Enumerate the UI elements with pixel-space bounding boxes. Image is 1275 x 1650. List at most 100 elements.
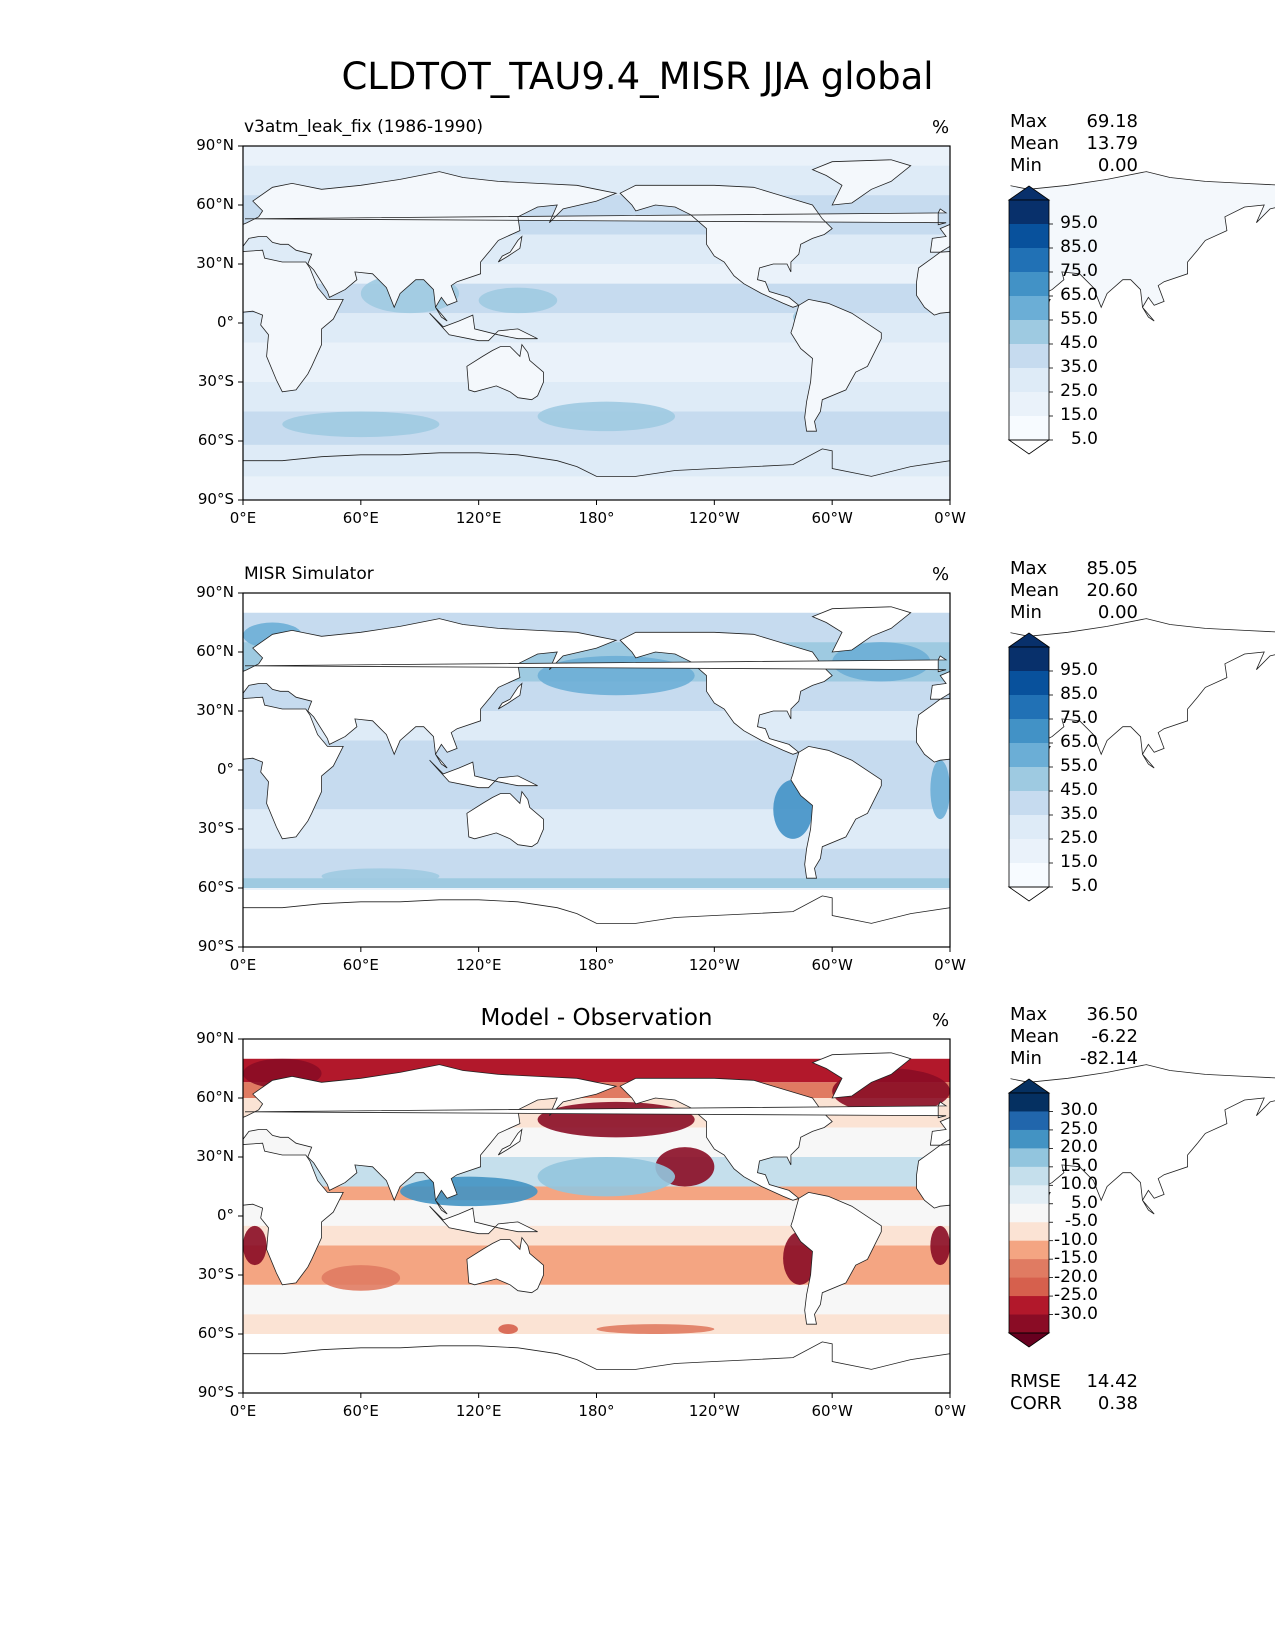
land-japan bbox=[497, 682, 523, 710]
land-field-northamerica bbox=[620, 185, 833, 308]
land-greenland bbox=[811, 159, 912, 206]
colorbar-segment bbox=[1009, 647, 1049, 672]
colorbar-segment bbox=[1009, 224, 1049, 249]
colorbar-label: 5.0 bbox=[1070, 429, 1098, 449]
field-band bbox=[243, 1314, 950, 1334]
stat-min: Min -82.14 bbox=[1010, 1048, 1138, 1070]
y-tick-label: 30°S bbox=[197, 372, 234, 390]
stat-mean-value: 13.79 bbox=[1086, 133, 1138, 154]
colorbar-label: 15.0 bbox=[1060, 852, 1098, 872]
y-tick-label: 30°S bbox=[197, 819, 234, 837]
colorbar-extend-bottom bbox=[1007, 1332, 1051, 1348]
colorbar-segment bbox=[1009, 1240, 1049, 1260]
units-label: % bbox=[932, 1010, 950, 1031]
map-mask-right bbox=[950, 1034, 1011, 1398]
y-tick-label: 0° bbox=[216, 760, 234, 778]
field-patch bbox=[243, 1225, 267, 1266]
x-tick-label: 0°E bbox=[229, 509, 257, 527]
metric-corr-value: 0.38 bbox=[1097, 1393, 1138, 1414]
colorbar-segment bbox=[1009, 1314, 1049, 1334]
metric-corr: CORR 0.38 bbox=[1010, 1393, 1138, 1415]
land-japan bbox=[497, 235, 523, 263]
units-label: % bbox=[932, 117, 950, 138]
land-antarctica bbox=[242, 448, 951, 501]
metric-rmse-label: RMSE bbox=[1010, 1371, 1061, 1392]
colorbar-label: 55.0 bbox=[1060, 309, 1098, 329]
colorbar-segment bbox=[1009, 839, 1049, 864]
colorbar-segment bbox=[1009, 1259, 1049, 1279]
panel-observation: 0°E 60°E 120°E 180° 120°W 60°W 0°W 90°N 60°N 30°N… bbox=[0, 547, 1275, 987]
colorbar-segment bbox=[1009, 248, 1049, 273]
y-tick-label: 60°S bbox=[197, 1324, 234, 1342]
land-uk bbox=[244, 1101, 948, 1119]
colorbar-label: 30.0 bbox=[1060, 1100, 1098, 1121]
field-patch bbox=[478, 287, 558, 314]
stat-mean-label: Mean bbox=[1010, 580, 1060, 601]
colorbar-segment bbox=[1009, 1166, 1049, 1186]
colorbar-label: 75.0 bbox=[1060, 708, 1098, 728]
colorbar-label: 15.0 bbox=[1060, 1155, 1098, 1176]
map-mask-right bbox=[950, 141, 1011, 505]
y-tick-label: 0° bbox=[216, 1206, 234, 1224]
colorbar-segment bbox=[1009, 719, 1049, 744]
colorbar-segment bbox=[1009, 767, 1049, 792]
colorbar-label: 65.0 bbox=[1060, 285, 1098, 305]
stat-max-value: 69.18 bbox=[1086, 111, 1138, 132]
no-data-north bbox=[243, 593, 950, 613]
land-southamerica bbox=[790, 298, 882, 432]
field-patch bbox=[930, 1225, 950, 1266]
x-tick-label: 0°E bbox=[229, 1402, 257, 1420]
colorbar-label: 45.0 bbox=[1060, 333, 1098, 353]
map-mask-left bbox=[183, 141, 243, 505]
colorbar-label: -30.0 bbox=[1054, 1303, 1098, 1324]
metric-rmse-value: 14.42 bbox=[1086, 1371, 1138, 1392]
x-tick-label: 0°E bbox=[229, 956, 257, 974]
no-data-north bbox=[243, 1039, 950, 1059]
panel-title: MISR Simulator bbox=[244, 564, 374, 584]
stat-mean-value: -6.22 bbox=[1091, 1026, 1138, 1047]
colorbar-label: 35.0 bbox=[1060, 804, 1098, 824]
colorbar-extend-bottom bbox=[1007, 886, 1051, 902]
colorbar-label: -15.0 bbox=[1054, 1248, 1098, 1269]
land-uk bbox=[244, 208, 948, 226]
x-tick-label: 60°E bbox=[342, 509, 379, 527]
colorbar-segment bbox=[1009, 368, 1049, 393]
land-field-southamerica bbox=[790, 299, 882, 432]
land-antarctica bbox=[242, 895, 951, 948]
map-mask-right bbox=[950, 588, 1011, 952]
land-southamerica bbox=[790, 1191, 882, 1325]
land-field-eurasia bbox=[223, 171, 617, 321]
stat-max-label: Max bbox=[1010, 1004, 1048, 1025]
x-tick-label: 0°W bbox=[934, 509, 966, 527]
stats-box: Max 85.05 Mean 20.60 Min 0.00 bbox=[1010, 558, 1138, 624]
y-tick-label: 60°N bbox=[196, 642, 234, 660]
colorbar-segment bbox=[1009, 320, 1049, 345]
colorbar-label: 75.0 bbox=[1060, 261, 1098, 281]
stat-max: Max 85.05 bbox=[1010, 558, 1138, 580]
colorbar-label: 25.0 bbox=[1060, 1118, 1098, 1139]
stat-min: Min 0.00 bbox=[1010, 155, 1138, 177]
stat-mean: Mean 13.79 bbox=[1010, 133, 1138, 155]
land-field-australia bbox=[466, 344, 544, 400]
y-tick-label: 90°S bbox=[197, 1383, 234, 1401]
field-patch bbox=[930, 760, 950, 820]
colorbar-segment bbox=[1009, 1203, 1049, 1223]
field-patch bbox=[282, 411, 440, 438]
colorbar-segment bbox=[1009, 344, 1049, 369]
colorbar-label: 10.0 bbox=[1060, 1174, 1098, 1195]
land-australia bbox=[466, 790, 544, 848]
stat-max: Max 69.18 bbox=[1010, 111, 1138, 133]
x-tick-label: 60°W bbox=[811, 956, 853, 974]
colorbar-label: 45.0 bbox=[1060, 780, 1098, 800]
land-northamerica bbox=[619, 184, 833, 308]
x-tick-label: 60°W bbox=[811, 1402, 853, 1420]
colorbar-label: 95.0 bbox=[1060, 213, 1098, 233]
x-tick-label: 120°W bbox=[688, 1402, 740, 1420]
colorbar-label: 35.0 bbox=[1060, 357, 1098, 377]
stat-max: Max 36.50 bbox=[1010, 1004, 1138, 1026]
field-band bbox=[243, 878, 950, 888]
colorbar-label: 95.0 bbox=[1060, 660, 1098, 680]
colorbar bbox=[1007, 185, 1053, 455]
colorbar-label: 5.0 bbox=[1070, 1192, 1098, 1213]
colorbar-segment bbox=[1009, 815, 1049, 840]
